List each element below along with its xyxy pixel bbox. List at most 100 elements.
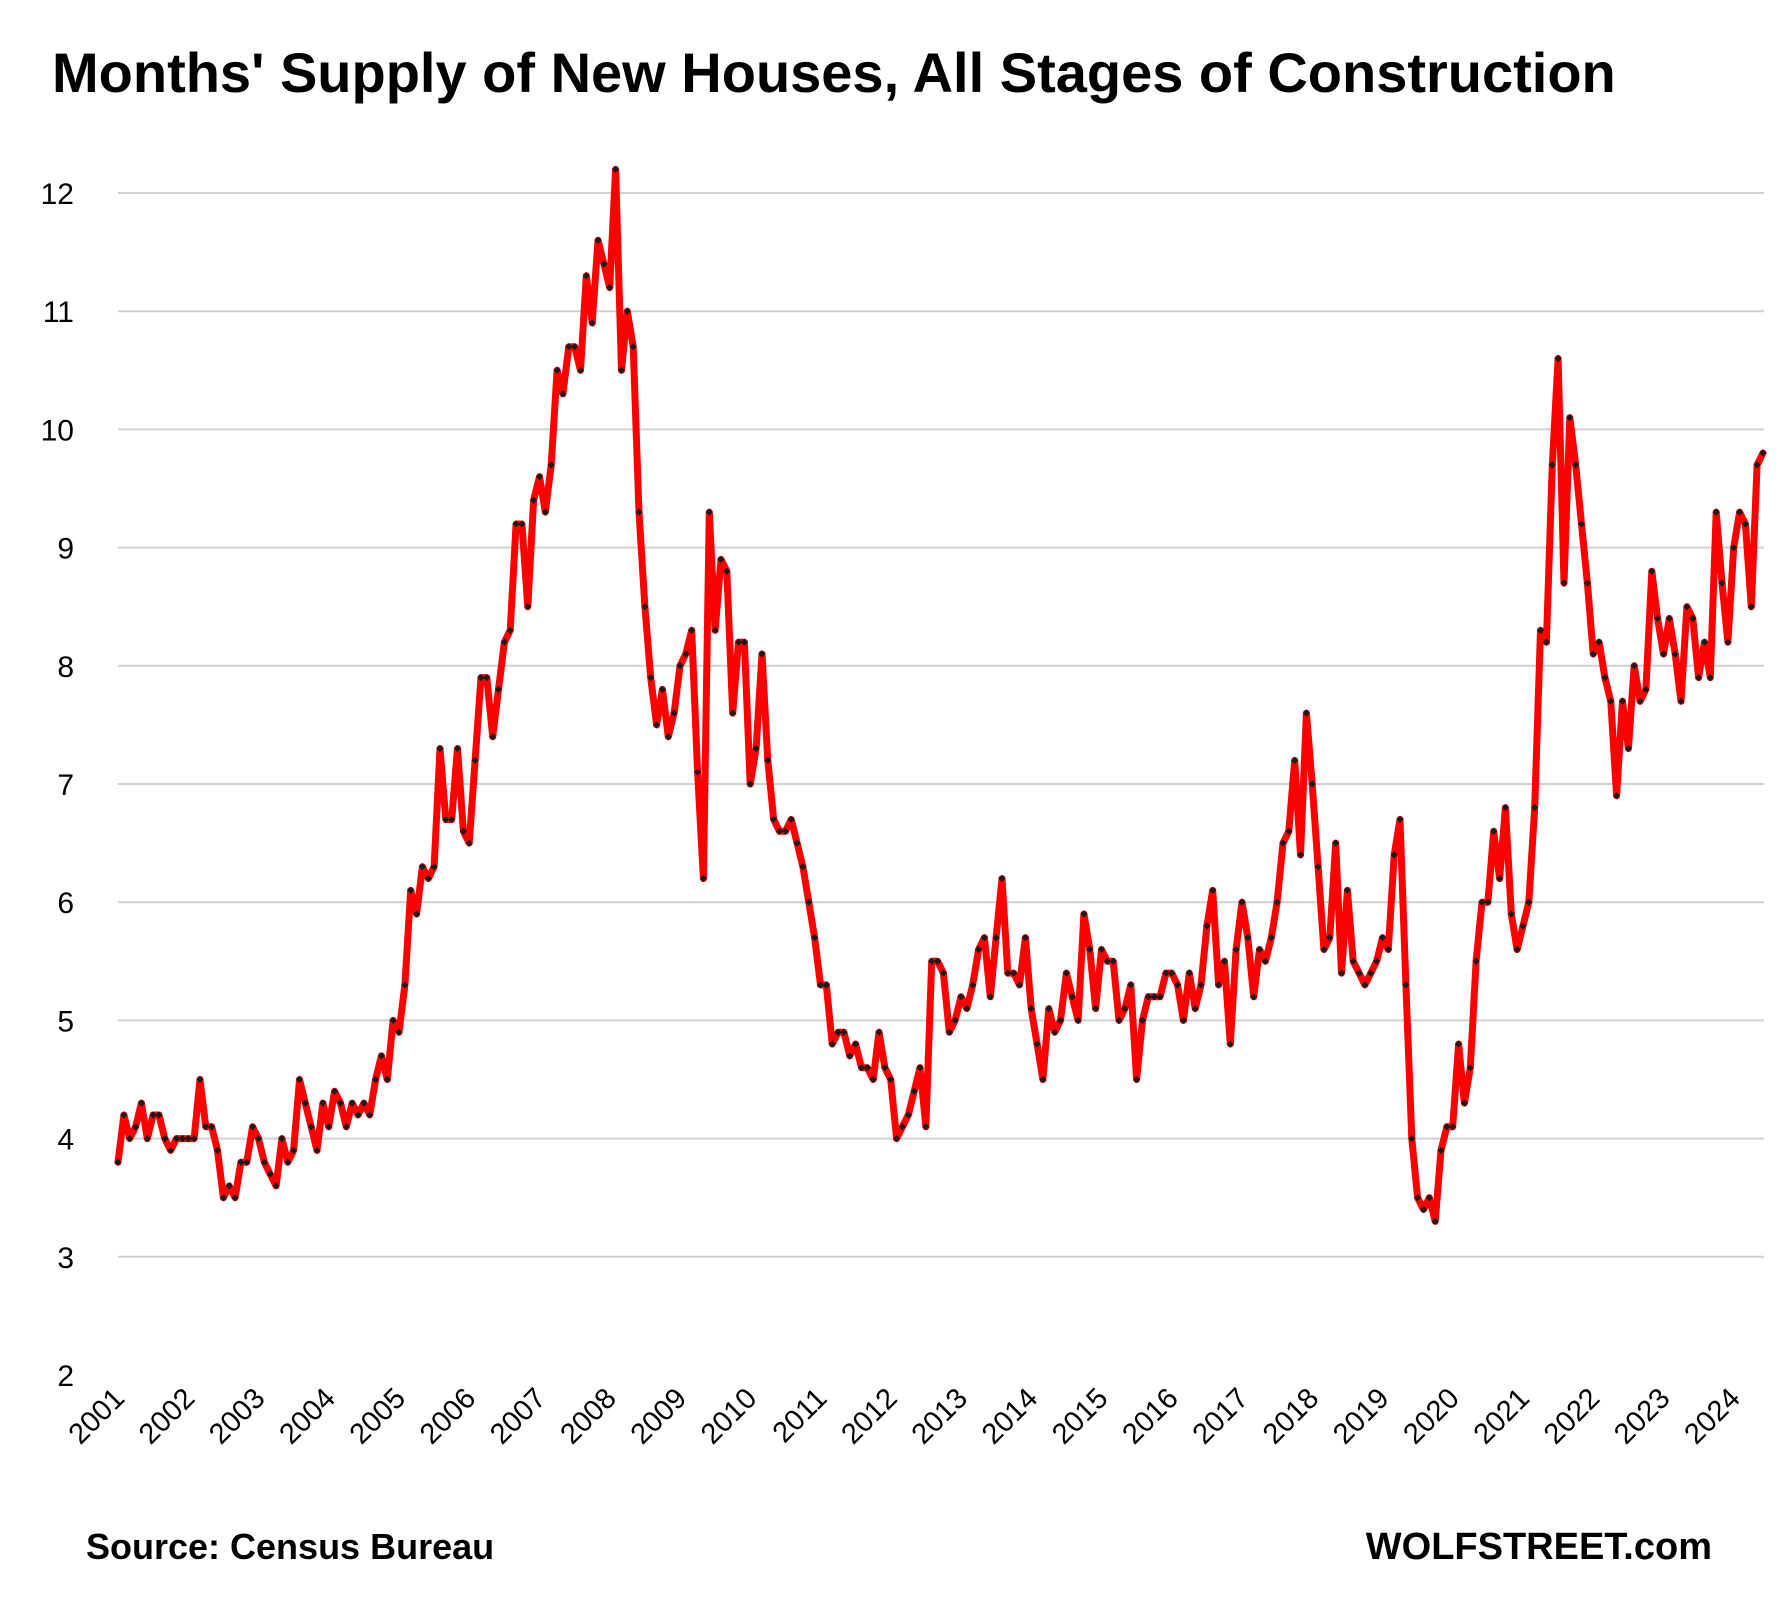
data-point bbox=[1478, 898, 1486, 906]
data-point bbox=[1618, 697, 1627, 705]
data-point bbox=[219, 1194, 227, 1202]
data-point bbox=[1472, 957, 1480, 965]
data-point bbox=[910, 1087, 918, 1095]
data-point bbox=[1250, 993, 1258, 1001]
data-point bbox=[1414, 1194, 1422, 1202]
data-point bbox=[928, 957, 936, 965]
data-point bbox=[1542, 638, 1550, 646]
data-point bbox=[518, 520, 526, 528]
data-point bbox=[840, 1028, 848, 1036]
data-point bbox=[857, 1064, 866, 1072]
data-point bbox=[1092, 1004, 1100, 1013]
data-point bbox=[284, 1158, 292, 1166]
data-point bbox=[371, 1075, 380, 1084]
data-point bbox=[565, 343, 573, 351]
data-point bbox=[1613, 792, 1621, 800]
data-point bbox=[588, 319, 596, 327]
data-point bbox=[1636, 697, 1644, 705]
data-point bbox=[1624, 744, 1632, 753]
data-point bbox=[1191, 1004, 1199, 1013]
data-point bbox=[863, 1064, 871, 1072]
data-point bbox=[202, 1123, 210, 1131]
data-point bbox=[1466, 1064, 1474, 1072]
data-point bbox=[336, 1099, 345, 1107]
y-axis-ticks: 2 3 4 5 6 7 8 9 10 11 12 bbox=[41, 178, 74, 1393]
data-point bbox=[729, 709, 737, 717]
data-point bbox=[524, 603, 532, 611]
data-point bbox=[898, 1123, 907, 1131]
data-point bbox=[137, 1099, 146, 1107]
data-point bbox=[126, 1135, 134, 1143]
data-point bbox=[1302, 709, 1310, 717]
y-tick-label: 9 bbox=[57, 533, 74, 566]
data-point bbox=[1097, 945, 1106, 954]
data-point bbox=[652, 721, 661, 729]
data-point bbox=[1378, 934, 1387, 942]
data-point bbox=[933, 957, 942, 965]
data-point bbox=[611, 165, 620, 173]
data-point bbox=[892, 1135, 901, 1143]
data-point bbox=[1419, 1205, 1428, 1214]
data-point bbox=[1560, 579, 1568, 587]
data-point bbox=[366, 1111, 374, 1119]
data-point bbox=[1460, 1099, 1469, 1107]
data-point bbox=[969, 981, 977, 989]
data-point bbox=[383, 1075, 391, 1084]
data-point bbox=[1337, 969, 1346, 977]
y-tick-label: 4 bbox=[57, 1124, 74, 1157]
data-point bbox=[922, 1123, 930, 1131]
data-point bbox=[1255, 945, 1264, 954]
source-note: Source: Census Bureau bbox=[86, 1526, 495, 1567]
data-point bbox=[740, 638, 748, 646]
data-point bbox=[319, 1099, 327, 1107]
data-point bbox=[143, 1135, 151, 1143]
data-point bbox=[249, 1123, 257, 1131]
data-point bbox=[1501, 804, 1510, 812]
x-tick-label: 2023 bbox=[1608, 1382, 1676, 1450]
chart-title: Months' Supply of New Houses, All Stages… bbox=[52, 41, 1616, 104]
data-point bbox=[1607, 697, 1615, 705]
data-point bbox=[225, 1182, 233, 1190]
data-point bbox=[1384, 945, 1392, 954]
data-point bbox=[155, 1111, 163, 1119]
data-point bbox=[1197, 981, 1205, 989]
data-point bbox=[424, 874, 432, 883]
data-point bbox=[1548, 461, 1556, 469]
x-tick-label: 2009 bbox=[625, 1382, 693, 1450]
data-point bbox=[453, 744, 462, 753]
data-point bbox=[1484, 898, 1492, 906]
data-point bbox=[500, 638, 508, 646]
data-point bbox=[1086, 945, 1094, 954]
data-point bbox=[1437, 1146, 1445, 1155]
series-line-layer bbox=[114, 165, 1767, 1225]
data-point bbox=[184, 1135, 192, 1143]
x-tick-label: 2017 bbox=[1187, 1382, 1255, 1450]
data-point bbox=[600, 260, 608, 268]
data-point bbox=[1671, 650, 1679, 658]
y-tick-label: 7 bbox=[57, 769, 74, 802]
data-point bbox=[1314, 863, 1322, 871]
data-point bbox=[764, 756, 772, 764]
data-point bbox=[1507, 910, 1515, 918]
data-point bbox=[887, 1075, 895, 1084]
y-tick-label: 10 bbox=[41, 414, 74, 447]
data-point bbox=[1285, 827, 1293, 835]
data-point bbox=[237, 1158, 245, 1166]
data-point bbox=[1320, 945, 1328, 954]
data-point bbox=[1185, 969, 1193, 977]
data-point bbox=[723, 567, 731, 575]
data-point bbox=[1566, 413, 1574, 422]
data-point bbox=[471, 756, 479, 764]
data-point bbox=[278, 1135, 286, 1143]
data-point bbox=[1589, 650, 1597, 658]
data-point bbox=[1695, 674, 1703, 682]
data-point bbox=[869, 1075, 877, 1084]
data-point bbox=[1027, 1004, 1035, 1013]
data-point bbox=[1648, 567, 1656, 575]
data-point bbox=[582, 272, 590, 280]
data-point bbox=[1490, 827, 1498, 835]
data-point bbox=[1244, 934, 1252, 942]
data-point bbox=[377, 1052, 386, 1060]
x-tick-label: 2008 bbox=[554, 1382, 622, 1450]
data-point bbox=[483, 674, 491, 682]
